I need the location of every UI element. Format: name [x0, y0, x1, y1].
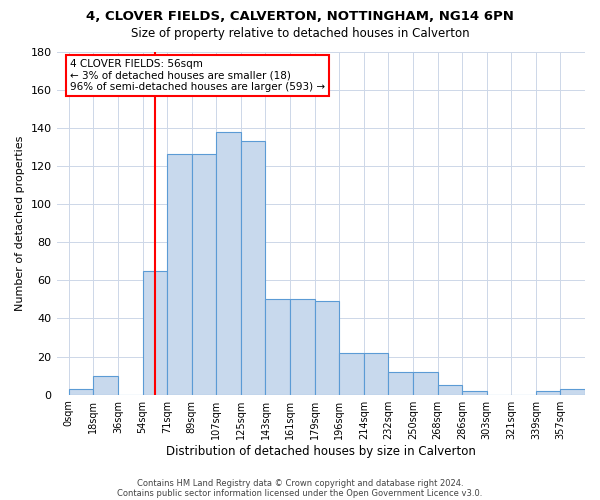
Bar — [536, 391, 560, 394]
Bar — [192, 154, 217, 394]
Bar — [462, 391, 487, 394]
Text: Size of property relative to detached houses in Calverton: Size of property relative to detached ho… — [131, 28, 469, 40]
Bar — [167, 154, 192, 394]
Bar — [413, 372, 437, 394]
Text: 4, CLOVER FIELDS, CALVERTON, NOTTINGHAM, NG14 6PN: 4, CLOVER FIELDS, CALVERTON, NOTTINGHAM,… — [86, 10, 514, 23]
Bar — [143, 271, 167, 394]
Bar — [364, 353, 388, 395]
Text: Contains public sector information licensed under the Open Government Licence v3: Contains public sector information licen… — [118, 488, 482, 498]
Bar — [388, 372, 413, 394]
Bar — [94, 376, 118, 394]
Bar — [69, 389, 94, 394]
Bar — [290, 300, 314, 394]
Y-axis label: Number of detached properties: Number of detached properties — [15, 136, 25, 311]
Bar — [241, 141, 265, 395]
Text: Contains HM Land Registry data © Crown copyright and database right 2024.: Contains HM Land Registry data © Crown c… — [137, 478, 463, 488]
Text: 4 CLOVER FIELDS: 56sqm
← 3% of detached houses are smaller (18)
96% of semi-deta: 4 CLOVER FIELDS: 56sqm ← 3% of detached … — [70, 59, 325, 92]
Bar — [314, 302, 339, 394]
Bar — [217, 132, 241, 394]
Bar — [265, 300, 290, 394]
Bar — [437, 385, 462, 394]
X-axis label: Distribution of detached houses by size in Calverton: Distribution of detached houses by size … — [166, 444, 476, 458]
Bar — [560, 389, 585, 394]
Bar — [339, 353, 364, 395]
